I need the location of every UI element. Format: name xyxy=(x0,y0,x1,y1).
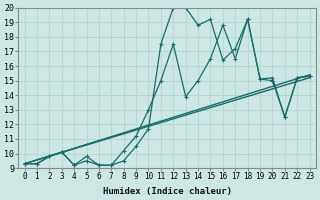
X-axis label: Humidex (Indice chaleur): Humidex (Indice chaleur) xyxy=(103,187,232,196)
